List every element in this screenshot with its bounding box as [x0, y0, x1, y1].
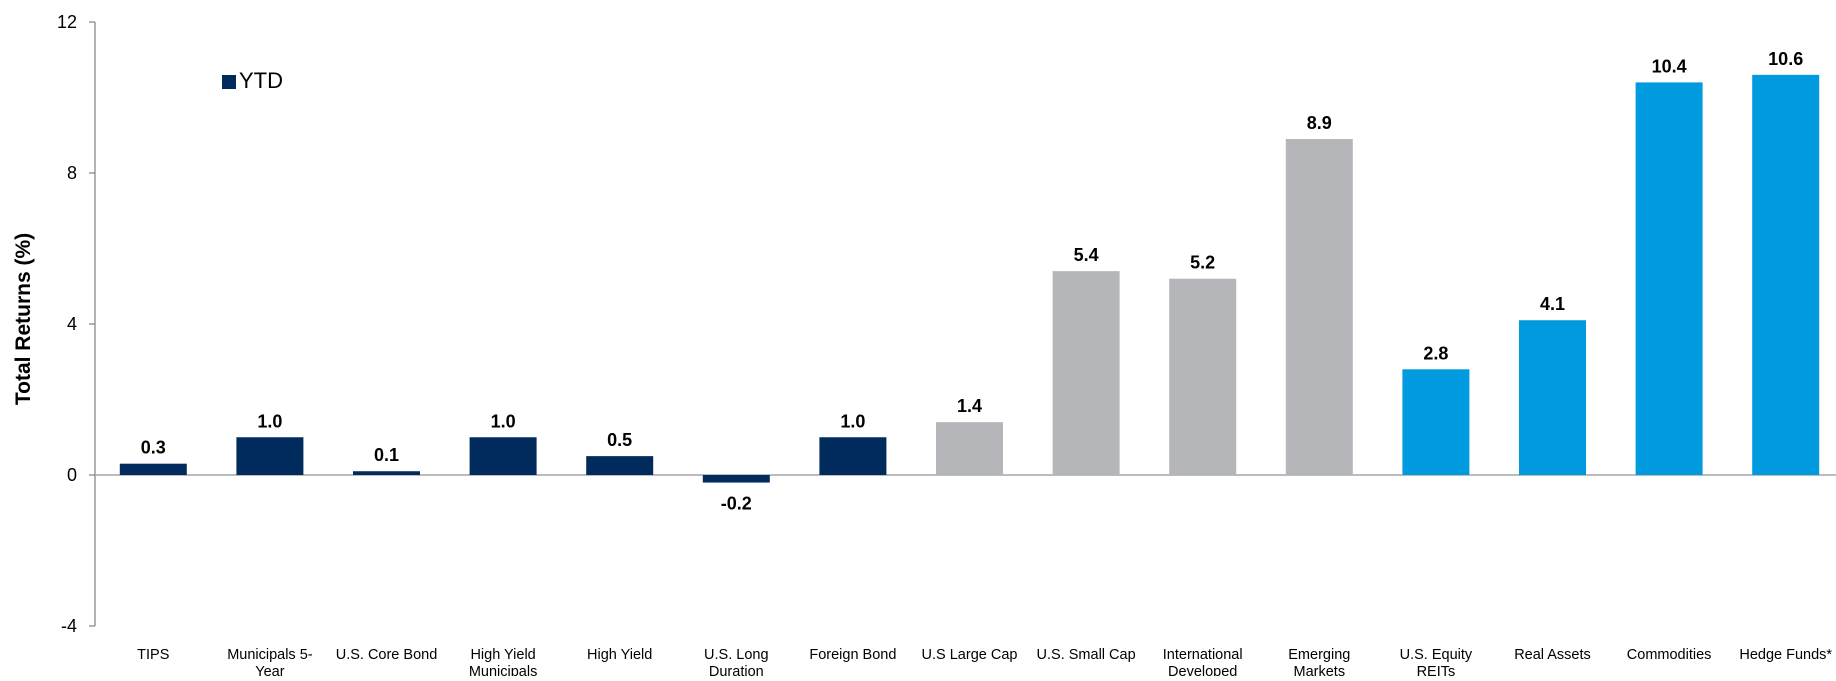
bar — [1285, 139, 1353, 475]
bar — [1519, 320, 1586, 475]
x-tick-label: U.S. Core Bond — [336, 647, 438, 663]
data-label: 10.6 — [1768, 49, 1803, 69]
y-axis-title: Total Returns (%) — [12, 233, 35, 405]
data-label: 1.0 — [257, 411, 282, 431]
legend-label: YTD — [239, 68, 283, 93]
x-tick-label: Commodities — [1627, 647, 1712, 663]
x-tick-label: Real Assets — [1514, 647, 1591, 663]
data-labels: 0.3 1.0 0.1 1.0 0.5 -0.2 1.0 1.4 5.4 5.2 8.9 2.8 4.1… — [141, 49, 1803, 514]
x-tick-label: High Yield — [587, 647, 652, 663]
data-label: 0.5 — [607, 430, 632, 450]
bar — [469, 437, 537, 475]
bar — [1169, 278, 1237, 475]
bar — [236, 437, 304, 475]
bar — [819, 437, 887, 475]
data-label: 1.0 — [491, 411, 516, 431]
bar — [1402, 369, 1470, 475]
legend-swatch — [222, 75, 236, 89]
bar — [1052, 271, 1120, 475]
y-tick-label: 4 — [67, 314, 77, 334]
y-tick-label: 0 — [67, 465, 77, 485]
legend: YTD — [222, 68, 283, 93]
data-label: 10.4 — [1652, 56, 1687, 76]
x-tick-label: TIPS — [137, 647, 169, 663]
y-tick-labels: -4 0 4 8 12 — [57, 12, 77, 636]
data-label: 8.9 — [1307, 113, 1332, 133]
data-label: 1.4 — [957, 396, 982, 416]
x-tick-label: High Yield Municipals — [469, 647, 538, 676]
bar — [353, 471, 420, 475]
y-tick-label: 8 — [67, 163, 77, 183]
bar — [586, 456, 654, 475]
data-label: 4.1 — [1540, 294, 1565, 314]
data-label: -0.2 — [721, 494, 752, 514]
y-tick-label: -4 — [61, 616, 77, 636]
x-tick-label: International Developed — [1163, 647, 1243, 676]
data-label: 1.0 — [840, 411, 865, 431]
y-tick-label: 12 — [57, 12, 77, 32]
x-tick-label: Hedge Funds* — [1739, 647, 1832, 663]
data-label: 2.8 — [1423, 343, 1448, 363]
x-tick-label: U.S Large Cap — [922, 647, 1018, 663]
x-tick-label: Emerging Markets — [1288, 647, 1350, 676]
data-label: 0.3 — [141, 438, 166, 458]
data-label: 5.2 — [1190, 253, 1215, 273]
bar — [1635, 82, 1703, 476]
x-tick-label: U.S. Long Duration — [704, 647, 769, 676]
bar — [936, 422, 1003, 475]
bar — [1752, 74, 1820, 475]
data-label: 0.1 — [374, 445, 399, 465]
x-tick-label: Municipals 5-Year — [227, 647, 313, 676]
x-tick-label: U.S. Small Cap — [1037, 647, 1136, 663]
data-label: 5.4 — [1074, 245, 1099, 265]
bar — [702, 475, 770, 483]
bars — [119, 74, 1820, 483]
x-tick-label: U.S. Equity REITs — [1400, 647, 1473, 676]
bar — [119, 463, 187, 475]
x-tick-label: Foreign Bond — [809, 647, 896, 663]
x-tick-labels: TIPS Municipals 5-Year U.S. Core Bond High … — [137, 647, 1832, 680]
